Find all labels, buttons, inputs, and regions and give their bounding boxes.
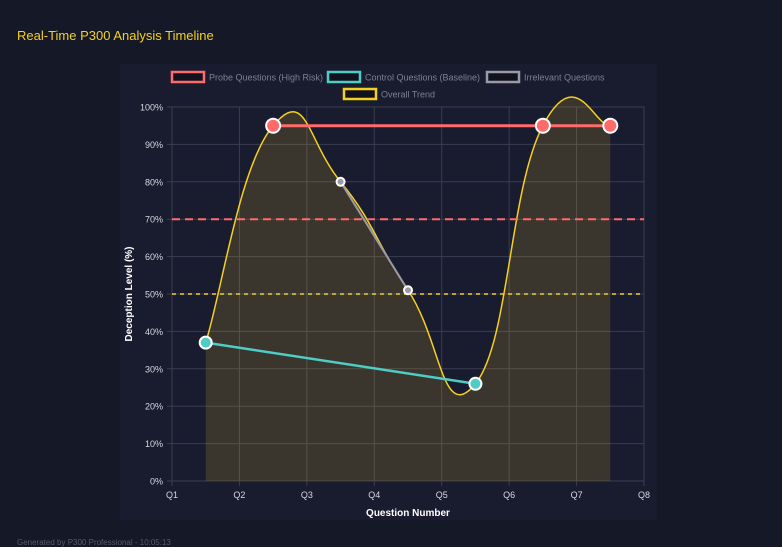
y-tick-label: 90% — [145, 140, 163, 150]
legend-swatch — [342, 87, 378, 101]
x-tick-label: Q1 — [166, 490, 178, 500]
legend-swatch — [326, 70, 362, 84]
irrelevant-line — [339, 181, 409, 291]
probe-point — [602, 117, 619, 134]
page-title: Real-Time P300 Analysis Timeline — [17, 28, 214, 43]
footer-text: Generated by P300 Professional - 10:05:1… — [17, 538, 171, 547]
y-axis-title: Deception Level (%) — [124, 246, 135, 341]
y-tick-label: 20% — [145, 402, 163, 412]
control-point — [198, 335, 213, 350]
legend-label: Control Questions (Baseline) — [365, 73, 480, 83]
y-tick-label: 60% — [145, 252, 163, 262]
control-line — [205, 341, 476, 385]
y-tick-label: 40% — [145, 327, 163, 337]
irrelevant-point — [335, 176, 346, 187]
y-tick-label: 80% — [145, 177, 163, 187]
legend-item-probe[interactable]: Probe Questions (High Risk) — [170, 70, 323, 84]
control-point — [468, 376, 483, 391]
trend-fill — [205, 97, 611, 481]
y-tick-label: 50% — [145, 290, 163, 300]
x-tick-label: Q5 — [436, 490, 448, 500]
y-tick-label: 0% — [150, 477, 163, 487]
legend-swatch — [485, 70, 521, 84]
y-tick-label: 100% — [140, 103, 163, 113]
legend-label: Probe Questions (High Risk) — [209, 73, 323, 83]
x-tick-label: Q6 — [503, 490, 515, 500]
y-tick-label: 30% — [145, 364, 163, 374]
legend-label: Irrelevant Questions — [524, 73, 605, 83]
x-tick-label: Q3 — [301, 490, 313, 500]
x-tick-label: Q2 — [233, 490, 245, 500]
probe-point — [534, 117, 551, 134]
legend-swatch — [170, 70, 206, 84]
y-tick-label: 10% — [145, 439, 163, 449]
x-tick-label: Q7 — [571, 490, 583, 500]
x-tick-label: Q4 — [368, 490, 380, 500]
legend-item-control[interactable]: Control Questions (Baseline) — [326, 70, 480, 84]
y-tick-label: 70% — [145, 215, 163, 225]
x-tick-label: Q8 — [638, 490, 650, 500]
legend-label: Overall Trend — [381, 90, 435, 100]
legend-item-irrelevant[interactable]: Irrelevant Questions — [485, 70, 605, 84]
irrelevant-point — [403, 285, 413, 296]
x-axis-title: Question Number — [366, 508, 450, 519]
probe-point — [265, 117, 282, 134]
legend-item-trend[interactable]: Overall Trend — [342, 87, 435, 101]
